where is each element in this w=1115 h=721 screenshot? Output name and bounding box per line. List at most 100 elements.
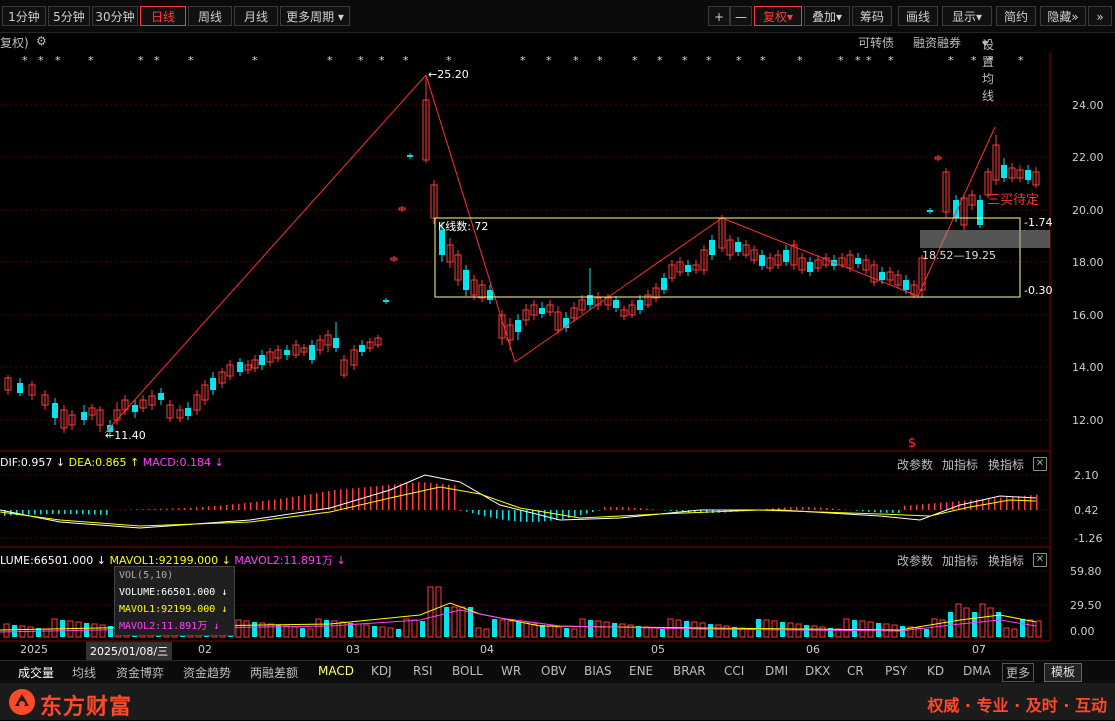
macd-switch-indicator-button[interactable]: 换指标	[988, 456, 1024, 473]
macd-bar	[922, 504, 924, 510]
template-button[interactable]: 模板	[1044, 663, 1082, 682]
candle-body	[309, 345, 315, 360]
period-5min-button[interactable]: 5分钟	[48, 6, 90, 26]
macd-macd-value: MACD:0.184	[143, 456, 211, 469]
tab-brar[interactable]: BRAR	[673, 664, 706, 678]
period-more-button[interactable]: 更多周期 ▾	[280, 6, 350, 26]
arrow-down-icon: ↓	[211, 456, 224, 469]
volume-bar	[604, 622, 609, 637]
volume-bar	[588, 620, 593, 637]
gear-icon[interactable]: ⚙	[36, 34, 47, 48]
tab-kd[interactable]: KD	[927, 664, 944, 678]
tab-macd[interactable]: MACD	[318, 664, 354, 678]
tab-volume[interactable]: 成交量	[18, 664, 54, 681]
news-marker-icon: *	[706, 54, 712, 67]
expand-button[interactable]: »	[1088, 6, 1112, 26]
chevron-down-icon: ▾	[338, 10, 344, 24]
huaxian-button[interactable]: 画线	[898, 6, 938, 26]
candle-body	[259, 355, 265, 365]
tab-rsi[interactable]: RSI	[413, 664, 433, 678]
chouma-button[interactable]: 筹码	[852, 6, 892, 26]
zoom-in-button[interactable]: +	[708, 6, 730, 26]
fuquan-button[interactable]: 复权▾	[754, 6, 802, 26]
jianyue-button[interactable]: 简约	[996, 6, 1036, 26]
rongzi-link[interactable]: 融资融券	[913, 34, 961, 51]
tab-fund-trend[interactable]: 资金趋势	[183, 664, 231, 681]
period-30min-button[interactable]: 30分钟	[92, 6, 138, 26]
macd-bar	[826, 508, 828, 510]
tab-more[interactable]: 更多	[1002, 663, 1034, 682]
tab-boll[interactable]: BOLL	[452, 664, 483, 678]
zoom-out-button[interactable]: —	[730, 6, 752, 26]
tab-cr[interactable]: CR	[847, 664, 864, 678]
news-marker-icon: *	[855, 54, 861, 67]
dif-line	[0, 475, 1036, 528]
arrow-down-icon: ↓	[93, 554, 109, 567]
news-marker-icon: *	[252, 54, 258, 67]
volume-bar	[820, 627, 825, 637]
tooltip-mavol2-label: MAVOL2:11.891万	[119, 621, 207, 632]
volume-bar	[436, 587, 441, 637]
arrow-up-icon: ↑	[127, 456, 143, 469]
price-tick-label: 12.00	[1072, 414, 1104, 427]
macd-bar	[286, 498, 288, 510]
period-weekly-button[interactable]: 周线	[188, 6, 232, 26]
volume-bar	[500, 620, 505, 637]
volume-bar	[748, 629, 753, 637]
period-daily-button[interactable]: 日线	[140, 6, 186, 26]
tab-obv[interactable]: OBV	[541, 664, 567, 678]
macd-bar	[82, 510, 84, 514]
macd-bar	[1018, 496, 1020, 510]
tab-ene[interactable]: ENE	[629, 664, 653, 678]
tooltip-volume-label: VOLUME:66501.000	[119, 587, 215, 598]
high-price-label: ←25.20	[428, 68, 469, 81]
tab-ma[interactable]: 均线	[72, 664, 96, 681]
tab-wr[interactable]: WR	[501, 664, 521, 678]
macd-close-icon[interactable]: ✕	[1033, 457, 1047, 471]
macd-add-indicator-button[interactable]: 加指标	[942, 456, 978, 473]
tab-kdj[interactable]: KDJ	[371, 664, 392, 678]
tab-dmi[interactable]: DMI	[765, 664, 788, 678]
tooltip-mavol1: MAVOL1:92199.000 ↓	[119, 601, 234, 618]
yincang-label: 隐藏	[1047, 10, 1071, 24]
tab-cci[interactable]: CCI	[724, 664, 744, 678]
macd-bar	[1012, 497, 1014, 510]
vol-switch-indicator-button[interactable]: 换指标	[988, 552, 1024, 569]
news-marker-icon: *	[573, 54, 579, 67]
volume-bar	[980, 604, 985, 637]
trend-line	[105, 75, 426, 433]
xianshi-button[interactable]: 显示▾	[942, 6, 992, 26]
fuquan-label: 复权	[763, 10, 787, 24]
news-marker-icon: *	[988, 54, 994, 67]
volume-bar	[252, 622, 257, 637]
news-marker-icon: *	[520, 54, 526, 67]
news-markers: ********************************	[22, 54, 1024, 67]
macd-bar	[100, 510, 102, 515]
macd-bar	[490, 510, 492, 517]
price-tick-label: 22.00	[1072, 151, 1104, 164]
tab-margin-diff[interactable]: 两融差额	[250, 664, 298, 681]
date-axis: 2025 2025/01/08/三 02 03 04 05 06 07	[0, 642, 1050, 659]
tab-dma[interactable]: DMA	[963, 664, 991, 678]
tab-dkx[interactable]: DKX	[805, 664, 830, 678]
tab-bias[interactable]: BIAS	[584, 664, 612, 678]
candle-body	[515, 320, 521, 332]
kezhuanzhai-link[interactable]: 可转债	[858, 34, 894, 51]
macd-bar	[838, 509, 840, 510]
period-monthly-button[interactable]: 月线	[234, 6, 278, 26]
volume-bar	[524, 623, 529, 637]
vol-add-indicator-button[interactable]: 加指标	[942, 552, 978, 569]
vol-tick-label: 29.50	[1070, 599, 1102, 612]
yincang-button[interactable]: 隐藏»	[1040, 6, 1086, 26]
vol-change-params-button[interactable]: 改参数	[897, 552, 933, 569]
tab-psy[interactable]: PSY	[885, 664, 907, 678]
macd-bar	[184, 508, 186, 510]
vol-close-icon[interactable]: ✕	[1033, 553, 1047, 567]
candle-body	[855, 258, 861, 264]
tab-fund-game[interactable]: 资金博弈	[116, 664, 164, 681]
macd-change-params-button[interactable]: 改参数	[897, 456, 933, 473]
news-marker-icon: *	[597, 54, 603, 67]
price-tick-label: 18.00	[1072, 256, 1104, 269]
period-1min-button[interactable]: 1分钟	[2, 6, 46, 26]
diejia-button[interactable]: 叠加▾	[804, 6, 850, 26]
